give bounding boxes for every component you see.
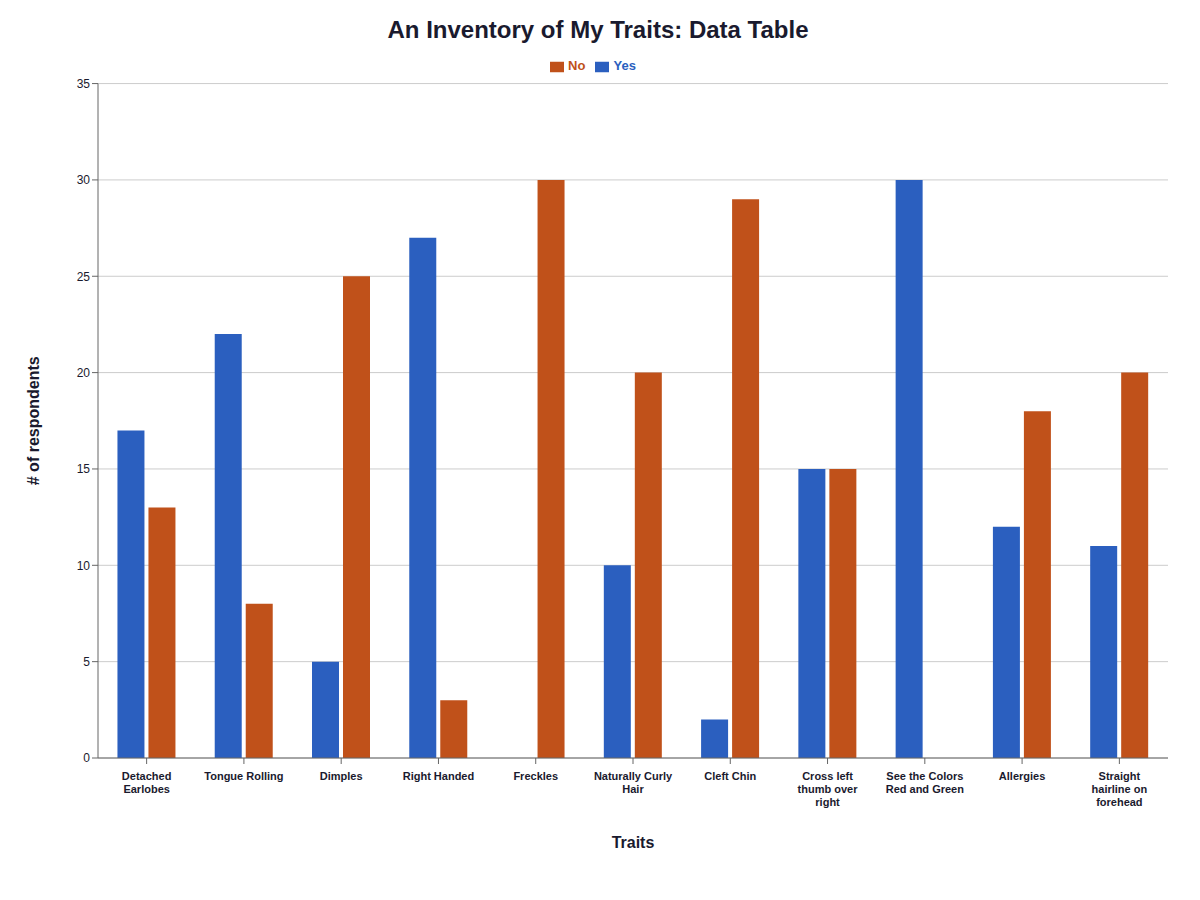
svg-text:Traits: Traits — [612, 834, 655, 851]
svg-text:10: 10 — [77, 559, 91, 573]
svg-text:0: 0 — [83, 751, 90, 765]
html-text:An Inventory of My Traits: Dat: An Inventory of My Traits: Data Table — [387, 16, 809, 43]
svg-text:Naturally CurlyHair: Naturally CurlyHair — [594, 770, 673, 795]
svg-text:Dimples: Dimples — [320, 770, 363, 782]
svg-text:Right Handed: Right Handed — [403, 770, 475, 782]
svg-text:Freckles: Freckles — [513, 770, 558, 782]
svg-text:DetachedEarlobes: DetachedEarlobes — [122, 770, 172, 795]
svg-text:25: 25 — [77, 270, 91, 284]
svg-text:5: 5 — [83, 655, 90, 669]
svg-text:# of respondents: # of respondents — [25, 356, 42, 485]
svg-text:Straighthairline onforehead: Straighthairline onforehead — [1092, 770, 1148, 808]
svg-text:Cross leftthumb overright: Cross leftthumb overright — [798, 770, 859, 808]
html-text:No: No — [568, 58, 586, 73]
svg-text:35: 35 — [77, 77, 91, 91]
svg-text:Tongue Rolling: Tongue Rolling — [204, 770, 283, 782]
svg-text:See the ColorsRed and Green: See the ColorsRed and Green — [886, 770, 965, 795]
svg-text:15: 15 — [77, 462, 91, 476]
html-text:Yes: Yes — [613, 58, 636, 73]
svg-text:Allergies: Allergies — [999, 770, 1045, 782]
svg-text:20: 20 — [77, 366, 91, 380]
svg-text:Cleft Chin: Cleft Chin — [704, 770, 756, 782]
svg-text:30: 30 — [77, 173, 91, 187]
